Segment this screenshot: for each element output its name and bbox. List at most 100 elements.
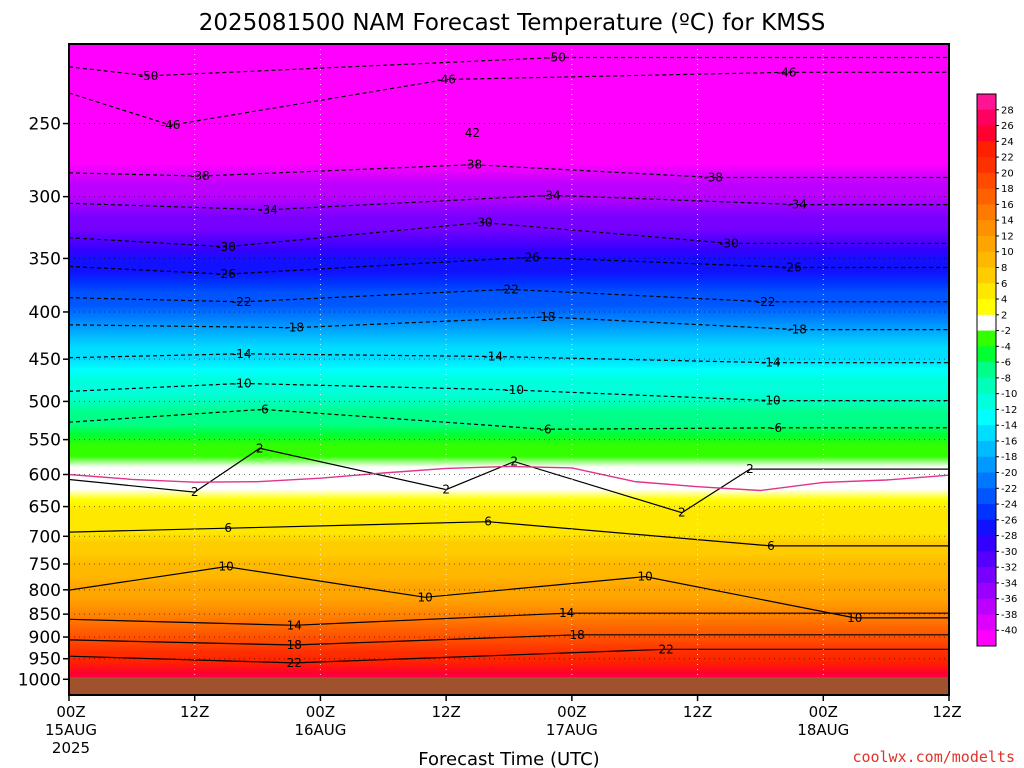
colorbar-label: 2 (1001, 310, 1007, 321)
y-tick-label: 750 (29, 555, 61, 575)
colorbar-label: -4 (1001, 342, 1011, 353)
colorbar-label: 22 (1001, 153, 1014, 164)
x-tick-label: 2025 (52, 739, 90, 757)
contour-line (69, 565, 949, 619)
y-tick-label: 950 (29, 650, 61, 670)
contour-label: -6 (540, 422, 552, 436)
contour-line (69, 447, 949, 514)
contour-label: 22 (287, 656, 302, 670)
y-axis: 250 300 350 400 450 500 550 600 650 700 750 800 850 9… (18, 115, 69, 690)
y-tick-label: 450 (29, 350, 61, 370)
y-tick-label: 400 (29, 303, 61, 323)
contour-label: -30 (216, 240, 236, 254)
colorbar-label: -6 (1001, 358, 1011, 369)
contour-label: -18 (536, 310, 556, 324)
colorbar-label: -26 (1001, 515, 1017, 526)
colorbar-swatch (977, 283, 996, 300)
contour-label: -10 (761, 394, 781, 408)
y-tick-label: 600 (29, 466, 61, 486)
colorbar-label: -22 (1001, 484, 1017, 495)
contour-label: -38 (190, 169, 210, 183)
freezing-line (69, 465, 949, 492)
contour-label: 6 (484, 515, 492, 529)
colorbar-swatch (977, 299, 996, 316)
colorbar-swatch (977, 267, 996, 284)
contour-label: -34 (787, 198, 807, 212)
colorbar-label: -30 (1001, 547, 1017, 558)
colorbar-label: -38 (1001, 610, 1017, 621)
colorbar-swatch (977, 346, 996, 363)
contour-labels: -50 -50 -46 -46 -46 42 -38 -38 -38 -34 -34 -34 -30 -3… (139, 50, 863, 669)
contour-label: -10 (232, 376, 252, 390)
contour-label: -38 (463, 158, 483, 172)
colorbar-swatch (977, 157, 996, 174)
colorbar-swatch (977, 519, 996, 537)
colorbar-swatch (977, 488, 996, 505)
contour-line (69, 382, 949, 402)
temperature-field (69, 44, 949, 695)
colorbar-swatch (977, 472, 996, 489)
colorbar-label: -36 (1001, 594, 1017, 605)
contour-label: -18 (787, 323, 807, 337)
colorbar-swatch (977, 330, 996, 347)
contour-line (69, 221, 949, 248)
y-tick-label: 1000 (18, 670, 61, 690)
colorbar-label: -32 (1001, 563, 1017, 574)
plot-frame (68, 43, 950, 696)
colorbar-label: -20 (1001, 468, 1017, 479)
colorbar-swatch (977, 141, 996, 158)
contour-label: -14 (483, 349, 503, 363)
contour-lines (69, 56, 949, 664)
colorbar-frame (976, 93, 997, 647)
x-tick-label: 16AUG (294, 721, 346, 739)
contour-label: -30 (473, 216, 493, 230)
colorbar-swatch (977, 362, 996, 379)
contour-line (69, 521, 949, 547)
colorbar-label: 8 (1001, 263, 1007, 274)
contour-label: 10 (847, 611, 862, 625)
colorbar-label: -2 (1001, 326, 1011, 337)
chart-title: 2025081500 NAM Forecast Temperature (ºC)… (199, 10, 826, 36)
colorbar-label: 24 (1001, 137, 1014, 148)
colorbar-label: -24 (1001, 500, 1017, 511)
contour-line (69, 353, 949, 364)
colorbar-label: -18 (1001, 452, 1017, 463)
contour-line (69, 316, 949, 331)
colorbar-swatch (977, 204, 996, 221)
contour-label: -34 (258, 203, 278, 217)
contour-label: 2 (510, 455, 518, 469)
contour-label: 10 (418, 590, 433, 604)
contour-label: 22 (659, 642, 674, 656)
colorbar-label: -8 (1001, 373, 1011, 384)
contour-label: -46 (436, 73, 456, 87)
contour-label: -14 (761, 356, 781, 370)
colorbar-label: 26 (1001, 121, 1014, 132)
x-tick-label: 12Z (431, 703, 460, 721)
colorbar-swatch (977, 598, 996, 615)
contour-label: -14 (232, 347, 252, 361)
colorbar-swatch (977, 125, 996, 142)
contour-line (69, 408, 949, 430)
colorbar-swatch (977, 504, 996, 521)
colorbar-swatch (977, 567, 996, 584)
contour-label: 6 (224, 521, 232, 535)
colorbar-label: 10 (1001, 247, 1014, 258)
colorbar-label: 16 (1001, 200, 1014, 211)
colorbar-label: -28 (1001, 531, 1017, 542)
colorbar-swatch (977, 614, 996, 631)
x-tick-label: 17AUG (546, 721, 598, 739)
colorbar-label: -16 (1001, 436, 1017, 447)
x-tick-label: 00Z (809, 703, 838, 721)
colorbar-swatch (977, 377, 996, 395)
y-tick-label: 250 (29, 115, 61, 135)
colorbar-swatch (977, 251, 996, 268)
colorbar-legend: 28 26 24 22 20 18 16 14 12 10 8 6 4 2 -2 -4 -6 -8 -10 -12 -1… (976, 93, 1017, 647)
colorbar-swatch (977, 314, 996, 332)
contour-label: -6 (257, 402, 269, 416)
contour-label: 10 (219, 560, 234, 574)
x-tick-label: 00Z (306, 703, 335, 721)
contour-line (69, 288, 949, 303)
colorbar-swatch (977, 535, 996, 552)
colorbar-swatch (977, 425, 996, 442)
